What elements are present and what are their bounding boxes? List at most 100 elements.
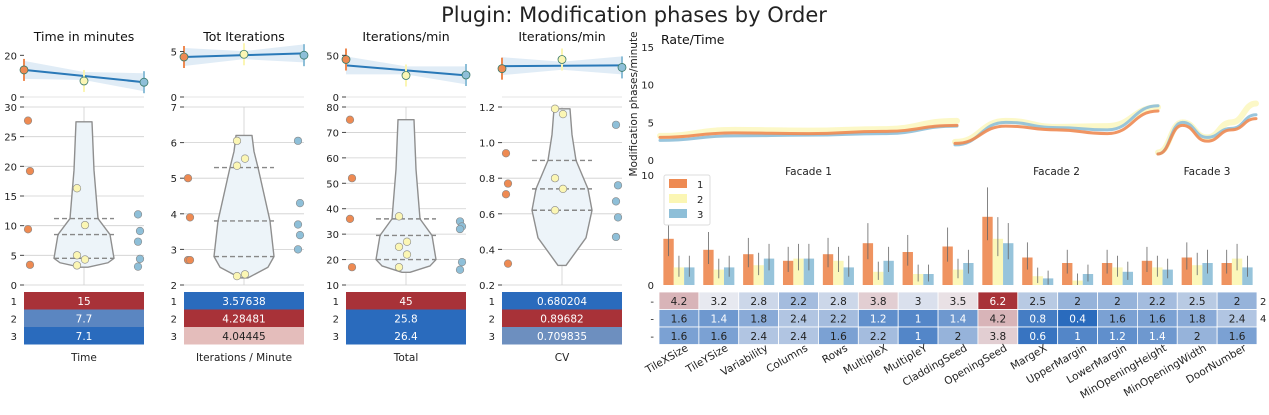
bar-table-right-label: 4 <box>1260 314 1266 325</box>
violin-ytick-label: 0.4 <box>479 245 495 256</box>
sample-point <box>455 224 465 234</box>
table-cell <box>184 309 304 327</box>
rate-ytick-label: 5 <box>648 118 654 129</box>
sample-point <box>345 214 355 223</box>
bar-table-value: 1 <box>1074 331 1081 343</box>
legend-label: 3 <box>697 210 703 221</box>
table-row-label: 2 <box>333 315 339 326</box>
sample-point <box>135 254 145 263</box>
table-cell <box>346 309 466 327</box>
order-mean-point <box>557 55 567 64</box>
sample-point <box>613 213 623 222</box>
table-cell-value: 0.89682 <box>540 314 583 326</box>
violin-ytick-label: 0 <box>11 281 17 292</box>
sample-point <box>25 166 35 176</box>
table-cell-value: 15 <box>77 296 90 308</box>
bar-ytick-label: 0 <box>648 281 654 292</box>
bar-table-value: 2 <box>1194 331 1201 343</box>
violin-ytick-label: 15 <box>4 192 17 203</box>
sample-point <box>558 110 568 119</box>
column-xlabel: CV <box>555 352 570 364</box>
sample-point <box>550 206 560 215</box>
bar-table-value: 1.4 <box>1149 331 1166 343</box>
rate-ylabel: Modification phases/minute <box>628 31 640 176</box>
violin-body <box>53 121 115 268</box>
sample-point <box>232 272 242 281</box>
bar <box>883 260 894 285</box>
top-ytick-label: 5 <box>171 48 177 59</box>
bar <box>822 254 834 285</box>
bar-table-value: 1.8 <box>750 314 767 326</box>
violin-ytick-label: 2 <box>171 281 177 292</box>
table-row-label: 3 <box>11 332 17 343</box>
bar <box>663 238 674 285</box>
bar-table-value: 2 <box>1114 296 1121 308</box>
violin-ytick-label: 4 <box>171 210 177 221</box>
table-cell <box>24 327 144 345</box>
bar-table-value: 3.8 <box>870 296 887 308</box>
legend-label: 2 <box>697 195 703 206</box>
column-title: Iterations/min <box>518 29 605 44</box>
table-cell <box>24 292 144 310</box>
table-cell-value: 0.680204 <box>537 296 587 308</box>
bar-ytick-label: 10 <box>641 171 654 182</box>
rate-series-line <box>658 124 959 142</box>
bar-table-value: 1.6 <box>710 331 727 343</box>
rate-series-line <box>658 123 959 139</box>
rate-ytick-label: 15 <box>641 43 654 54</box>
bar <box>1231 258 1243 285</box>
category-label: Rows <box>820 342 850 366</box>
sample-point <box>558 184 568 193</box>
sample-point <box>72 261 82 270</box>
bar <box>1022 257 1033 285</box>
table-cell <box>502 292 622 310</box>
bar-table-value: 1.6 <box>1109 314 1126 326</box>
bar <box>1062 263 1073 285</box>
bar-table-value: 3.2 <box>710 296 727 308</box>
sample-point <box>185 213 195 222</box>
sample-point <box>347 174 357 183</box>
sample-point <box>503 259 513 268</box>
bar-table-value: 2.8 <box>750 296 767 308</box>
bar-table-row-tick: - <box>650 315 654 326</box>
rate-time-panel: Rate/Time Modification phases/minute 0 5 10 1… <box>628 31 1259 178</box>
table-row-label: 2 <box>171 315 177 326</box>
bar <box>902 252 913 285</box>
metric-column: Tot Iterations 0 5 2 3 4 5 6 7 3.57638 1 4.28481 2 4.… <box>171 29 309 364</box>
bar <box>803 258 815 285</box>
violin-ytick-label: 70 <box>326 128 339 139</box>
bar-table-value: 1 <box>915 314 922 326</box>
order-mean-point <box>341 55 351 64</box>
table-row-label: 1 <box>11 297 17 308</box>
violin-ytick-label: 0.2 <box>479 281 495 292</box>
bar-table-value: 4.2 <box>990 314 1007 326</box>
column-xlabel: Iterations / Minute <box>196 352 292 364</box>
sample-point <box>240 270 250 279</box>
bar <box>1141 260 1153 285</box>
legend-label: 1 <box>697 180 703 191</box>
bar-table-value: 1.2 <box>1109 331 1126 343</box>
sample-point <box>80 220 90 230</box>
rate-ytick-label: 0 <box>648 156 654 167</box>
bar <box>743 254 754 285</box>
bar <box>782 260 794 285</box>
table-row-label: 1 <box>333 297 339 308</box>
bar <box>963 263 974 285</box>
sample-point <box>232 161 242 170</box>
order-mean-point <box>179 52 189 62</box>
bar <box>793 258 804 285</box>
order-mean-point <box>299 50 309 60</box>
table-row-label: 2 <box>489 315 495 326</box>
bar-table-value: 1.4 <box>950 314 967 326</box>
parameter-bar-panel: 0 10 1 2 3 - 4.2 3.2 2.8 2.2 2.8 3.8 3 3.5 6.2 2.5 2 2 2.2… <box>641 171 1266 401</box>
sample-point <box>613 181 623 190</box>
rate-ytick-label: 10 <box>641 81 654 92</box>
bar-table-value: 2.2 <box>1149 296 1166 308</box>
sample-point <box>394 242 404 251</box>
sample-point <box>133 262 143 271</box>
sample-point <box>293 136 303 145</box>
facet: Facade 1 <box>657 117 960 178</box>
bar <box>1181 257 1193 285</box>
bar-table-value: 2.5 <box>1189 296 1206 308</box>
